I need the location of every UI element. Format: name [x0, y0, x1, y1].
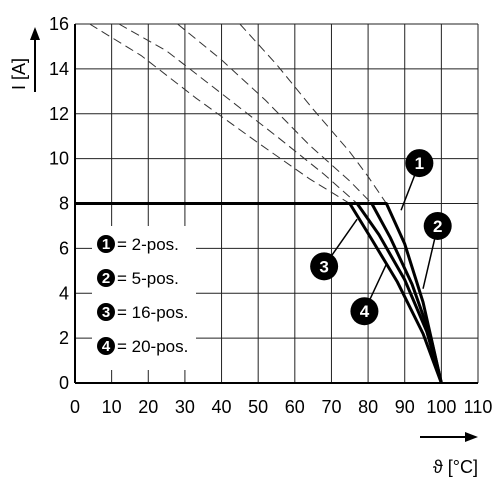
- x-axis-arrow-head: [465, 432, 478, 442]
- x-tick-label: 80: [358, 397, 378, 417]
- legend: 1 = 2-pos. 2 = 5-pos. 3 = 16-pos. 4 = 20-pos.: [92, 226, 196, 370]
- legend-badge: [97, 235, 115, 253]
- marker-4-badge: [350, 297, 379, 326]
- x-tick-label: 60: [285, 397, 305, 417]
- y-tick-label: 10: [49, 149, 69, 169]
- x-tick-labels: 0 10 20 30 40 50 60 70 80 90 100 110: [70, 397, 492, 417]
- marker-1-number: 1: [415, 154, 424, 173]
- x-tick-label: 40: [212, 397, 232, 417]
- y-axis-arrow-head: [30, 27, 40, 40]
- marker-3-number: 3: [319, 257, 328, 276]
- legend-label: = 5-pos.: [117, 269, 179, 288]
- axes: [74, 24, 478, 384]
- legend-label: = 2-pos.: [117, 235, 179, 254]
- curve-markers: 1 2 3 4: [310, 149, 452, 326]
- legend-badge-number: 3: [102, 304, 110, 321]
- series-1-dashed-line: [239, 23, 387, 204]
- x-tick-label: 110: [464, 397, 493, 417]
- legend-badge: [97, 337, 115, 355]
- series-4-solid-line: [75, 202, 443, 384]
- legend-badge-number: 1: [102, 236, 110, 253]
- legend-badge-number: 4: [102, 338, 111, 355]
- legend-badge: [97, 269, 115, 287]
- x-tick-label: 100: [426, 397, 456, 417]
- y-tick-label: 2: [59, 328, 69, 348]
- marker-1-badge: [405, 149, 434, 178]
- y-tick-labels: 0 2 4 6 8 10 12 14 16: [49, 14, 69, 393]
- marker-2-badge: [423, 211, 452, 240]
- legend-label: = 16-pos.: [117, 303, 188, 322]
- x-tick-label: 50: [248, 397, 268, 417]
- marker-2-number: 2: [433, 217, 442, 236]
- y-tick-label: 16: [49, 14, 69, 34]
- x-tick-label: 30: [175, 397, 195, 417]
- marker-4-number: 4: [360, 302, 370, 321]
- legend-label: = 20-pos.: [117, 337, 188, 356]
- x-tick-label: 10: [102, 397, 122, 417]
- x-tick-label: 0: [70, 397, 80, 417]
- x-axis-label: ϑ [°C]: [433, 457, 478, 477]
- series-3-dashed-line: [118, 23, 358, 204]
- y-axis-label: I [A]: [9, 58, 29, 90]
- y-tick-label: 6: [59, 238, 69, 258]
- y-axis-label-group: I [A]: [9, 27, 40, 92]
- x-tick-label: 20: [138, 397, 158, 417]
- y-tick-label: 4: [59, 283, 69, 303]
- x-axis-label-group: ϑ [°C]: [420, 432, 478, 477]
- x-tick-label: 90: [395, 397, 415, 417]
- y-tick-label: 0: [59, 373, 69, 393]
- y-tick-label: 8: [59, 194, 69, 214]
- marker-3-badge: [310, 252, 339, 281]
- legend-badge: [97, 303, 115, 321]
- x-tick-label: 70: [321, 397, 341, 417]
- series-2-dashed-line: [177, 23, 373, 204]
- series-lines: [75, 23, 443, 384]
- y-tick-label: 14: [49, 59, 69, 79]
- legend-badge-number: 2: [102, 270, 110, 287]
- series-4-dashed-line: [89, 23, 351, 204]
- y-tick-label: 12: [49, 104, 69, 124]
